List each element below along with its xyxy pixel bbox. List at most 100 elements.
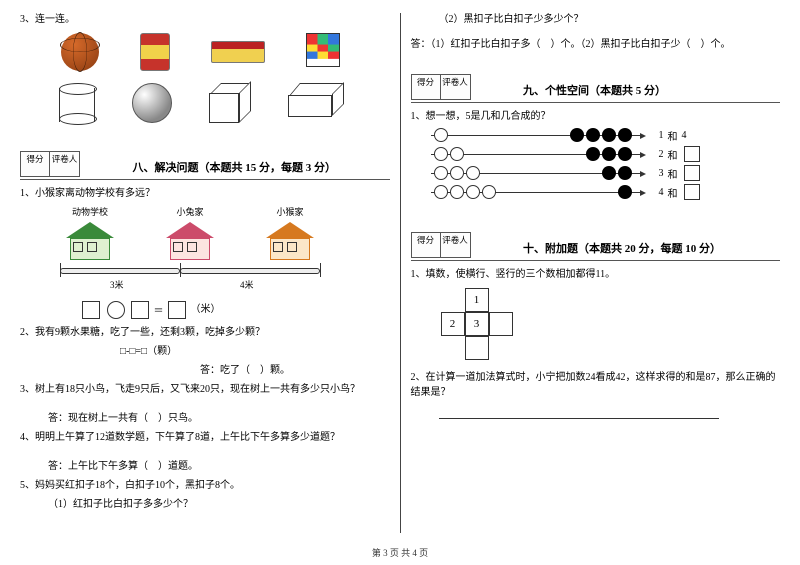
q8-5-2: （2）黑扣子比白扣子少多少个？ <box>439 12 781 27</box>
rule <box>411 260 781 261</box>
blank-box[interactable] <box>684 165 700 181</box>
dot-filled-icon <box>586 147 600 161</box>
cross-mid[interactable]: 3 <box>465 312 489 336</box>
section-8-title: 八、解决问题（本题共 15 分，每题 3 分） <box>133 159 337 177</box>
section-8-header: 得分 评卷人 八、解决问题（本题共 15 分，每题 3 分） <box>20 143 390 177</box>
basketball-icon <box>61 33 99 71</box>
q10-2-blank <box>439 404 781 419</box>
q8-5-1: （1）红扣子比白扣子多多少个？ <box>48 497 390 512</box>
q8-1-equation: ＝ （米） <box>80 300 390 319</box>
q10-1: 1、填数，使横行、竖行的三个数相加都得11。 <box>411 267 781 282</box>
dot-open-icon <box>450 166 464 180</box>
blank-box[interactable] <box>82 301 100 319</box>
q8-5-ans: 答：（1）红扣子比白扣子多（ ）个。（2）黑扣子比白扣子少（ ）个。 <box>411 37 781 52</box>
dot-filled-icon <box>586 128 600 142</box>
section-10-title: 十、附加题（本题共 20 分，每题 10 分） <box>523 240 721 258</box>
q8-3-ans: 答：现在树上一共有（ ）只鸟。 <box>48 411 390 426</box>
house-2-label: 小兔家 <box>160 205 220 218</box>
dot-open-icon <box>482 185 496 199</box>
section-9-title: 九、个性空间（本题共 5 分） <box>523 82 666 100</box>
dist-2: 4米 <box>240 278 254 291</box>
house-3-label: 小猴家 <box>260 205 320 218</box>
cross-bottom[interactable] <box>465 336 489 360</box>
dot-rows: 1和4 2和 3和 4和 <box>411 128 781 200</box>
left-column: 3、连一连。 得分 评卷人 八、解决问题（本题共 15 分，每题 3 分） 1、… <box>20 8 400 540</box>
dot-filled-icon <box>602 166 616 180</box>
combo-answer: 1和4 <box>659 128 687 143</box>
house-rabbit-icon <box>166 222 214 262</box>
section-10-header: 得分 评卷人 十、附加题（本题共 20 分，每题 10 分） <box>411 224 781 258</box>
blank-box[interactable] <box>684 184 700 200</box>
combo-answer: 3和 <box>659 165 702 181</box>
dot-open-icon <box>450 147 464 161</box>
page-footer: 第 3 页 共 4 页 <box>0 540 800 559</box>
dot-filled-icon <box>618 166 632 180</box>
dist-1: 3米 <box>110 278 124 291</box>
can-icon <box>140 33 170 71</box>
q8-5: 5、妈妈买红扣子18个，白扣子10个，黑扣子8个。 <box>20 478 390 493</box>
score-cell[interactable]: 得分 <box>20 151 50 177</box>
q10-2: 2、在计算一道加法算式时，小宁把加数24看成42，这样求得的和是87，那么正确的… <box>411 370 781 400</box>
section-9-header: 得分 评卷人 九、个性空间（本题共 5 分） <box>411 66 781 100</box>
cross-left[interactable]: 2 <box>441 312 465 336</box>
cross-right[interactable] <box>489 312 513 336</box>
q8-1: 1、小猴家离动物学校有多远？ <box>20 186 390 201</box>
cylinder-icon <box>59 83 95 125</box>
object-row <box>40 33 360 71</box>
combo-answer: 2和 <box>659 146 702 162</box>
dot-open-icon <box>434 147 448 161</box>
house-1-label: 动物学校 <box>60 205 120 218</box>
combo-answer: 4和 <box>659 184 702 200</box>
rubik-cube-icon <box>306 33 340 67</box>
house-icons <box>40 222 340 262</box>
blank-box[interactable] <box>168 301 186 319</box>
sphere-icon <box>132 83 172 123</box>
q8-4: 4、明明上午算了12道数学题，下午算了8道，上午比下午多算多少道题？ <box>20 430 390 445</box>
cross-grid: 1 2 3 <box>441 288 513 360</box>
grader-cell[interactable]: 评卷人 <box>50 151 80 177</box>
dot-filled-icon <box>602 128 616 142</box>
solid-row <box>40 83 360 125</box>
blank-box[interactable] <box>131 301 149 319</box>
cuboid-icon <box>288 83 342 119</box>
dot-open-icon <box>434 166 448 180</box>
dot-filled-icon <box>570 128 584 142</box>
blank-circle[interactable] <box>107 301 125 319</box>
score-box-8: 得分 评卷人 <box>20 151 80 177</box>
rule <box>411 102 781 103</box>
house-monkey-icon <box>266 222 314 262</box>
number-line: 3米 4米 <box>60 266 320 296</box>
dot-filled-icon <box>618 128 632 142</box>
page: 3、连一连。 得分 评卷人 八、解决问题（本题共 15 分，每题 3 分） 1、… <box>0 0 800 540</box>
q8-2-ans: 答：吃了（ ）颗。 <box>200 363 390 378</box>
dot-open-icon <box>466 185 480 199</box>
q9-1: 1、想一想，5是几和几合成的？ <box>411 109 781 124</box>
score-box-10: 得分 评卷人 <box>411 232 471 258</box>
q8-3: 3、树上有18只小鸟，飞走9只后，又飞来20只，现在树上一共有多少只小鸟？ <box>20 382 390 397</box>
dot-filled-icon <box>618 185 632 199</box>
q8-4-ans: 答：上午比下午多算（ ）道题。 <box>48 459 390 474</box>
dot-row: 4和 <box>431 184 771 200</box>
biscuit-box-icon <box>211 41 265 63</box>
dot-filled-icon <box>602 147 616 161</box>
rule <box>20 179 390 180</box>
dot-open-icon <box>450 185 464 199</box>
cube-icon <box>209 83 251 125</box>
q8-2: 2、我有9颗水果糖，吃了一些，还剩3颗，吃掉多少颗？ <box>20 325 390 340</box>
answer-line[interactable] <box>439 407 719 419</box>
cross-top[interactable]: 1 <box>465 288 489 312</box>
grader-cell[interactable]: 评卷人 <box>441 74 471 100</box>
blank-box[interactable] <box>684 146 700 162</box>
score-cell[interactable]: 得分 <box>411 232 441 258</box>
dot-open-icon <box>434 185 448 199</box>
score-box-9: 得分 评卷人 <box>411 74 471 100</box>
dot-filled-icon <box>618 147 632 161</box>
dot-open-icon <box>434 128 448 142</box>
house-labels: 动物学校 小兔家 小猴家 <box>40 205 340 218</box>
score-cell[interactable]: 得分 <box>411 74 441 100</box>
q8-2-eq: □-□=□（颗） <box>120 344 390 359</box>
grader-cell[interactable]: 评卷人 <box>441 232 471 258</box>
dot-row: 1和4 <box>431 128 771 143</box>
dot-row: 3和 <box>431 165 771 181</box>
dot-open-icon <box>466 166 480 180</box>
